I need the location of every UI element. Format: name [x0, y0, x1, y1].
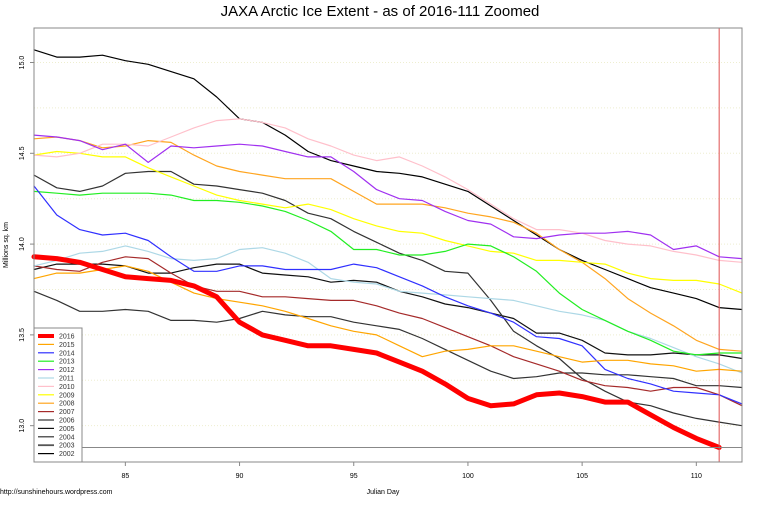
- legend-label-2008: 2008: [59, 401, 75, 408]
- legend-label-2010: 2010: [59, 384, 75, 391]
- y-tick-label: 15.0: [19, 56, 26, 70]
- grid-lines: [34, 62, 742, 427]
- source-note: http://sunshinehours.wordpress.com: [0, 489, 113, 496]
- series-layer: [31, 49, 743, 450]
- current-markers: [34, 28, 742, 462]
- legend-label-2015: 2015: [59, 342, 75, 349]
- series-line-2002: [33, 49, 743, 311]
- series-line-2006: [33, 170, 743, 427]
- series-line-2004: [33, 290, 743, 389]
- x-tick-label: 100: [462, 473, 474, 480]
- x-tick-label: 110: [691, 473, 702, 480]
- legend-label-2007: 2007: [59, 409, 75, 416]
- series-line-2009: [33, 150, 743, 294]
- plot-frame: [33, 27, 743, 463]
- legend-label-2002: 2002: [59, 451, 75, 458]
- x-tick-label: 90: [236, 473, 244, 480]
- legend-label-2006: 2006: [59, 418, 75, 425]
- x-axis-label: Julian Day: [367, 489, 400, 496]
- series-line-2010: [33, 118, 743, 263]
- x-axis: 85 90 95 100 105 110: [121, 462, 702, 480]
- chart-title: JAXA Arctic Ice Extent - as of 2016-111 …: [221, 3, 540, 20]
- series-line-2015: [33, 265, 743, 372]
- y-axis-label: Millions sq. km: [3, 222, 10, 268]
- series-line-2007: [33, 256, 743, 407]
- series-line-2008: [33, 136, 743, 352]
- y-tick-label: 14.0: [19, 237, 26, 251]
- y-tick-label: 14.5: [19, 146, 26, 160]
- legend-label-2016: 2016: [59, 334, 75, 341]
- legend-label-2004: 2004: [59, 434, 75, 441]
- legend-label-2003: 2003: [59, 443, 75, 450]
- x-tick-label: 105: [576, 473, 588, 480]
- y-axis: 13.0 13.5 14.0 14.5 15.0: [19, 56, 34, 433]
- series-line-2013: [33, 190, 743, 356]
- legend-label-2005: 2005: [59, 426, 75, 433]
- x-tick-label: 85: [121, 473, 129, 480]
- legend-label-2011: 2011: [59, 376, 74, 383]
- legend-label-2013: 2013: [59, 359, 75, 366]
- y-tick-label: 13.5: [19, 328, 26, 342]
- series-line-2014: [33, 185, 743, 405]
- series-line-2012: [33, 134, 743, 260]
- series-line-2016: [31, 254, 722, 450]
- legend-label-2014: 2014: [59, 350, 75, 357]
- y-tick-label: 13.0: [19, 419, 26, 433]
- x-tick-label: 95: [350, 473, 358, 480]
- legend-label-2012: 2012: [59, 367, 75, 374]
- legend-label-2009: 2009: [59, 392, 75, 399]
